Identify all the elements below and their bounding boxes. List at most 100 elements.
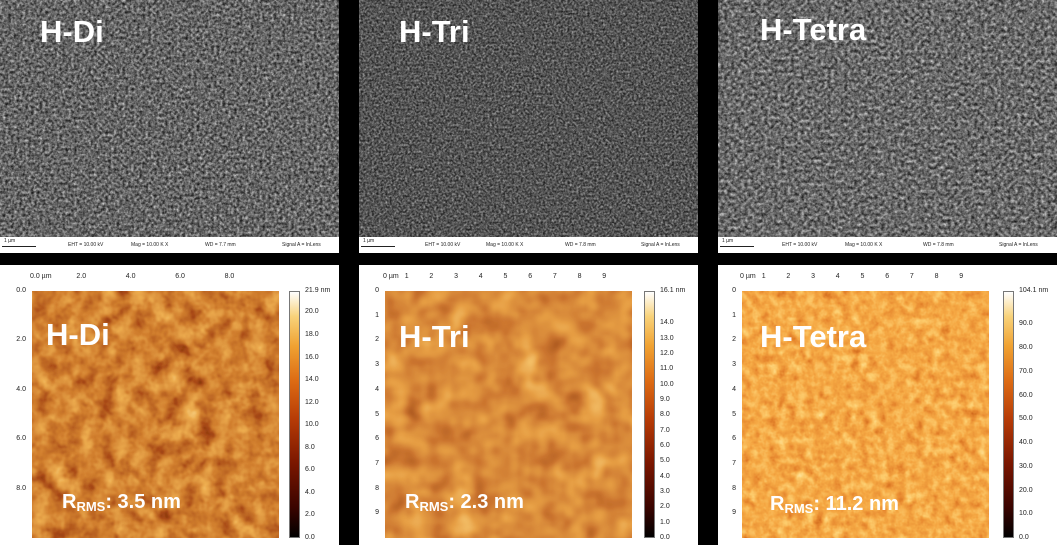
rms-prefix: R (770, 493, 785, 515)
colorbar-tick-label: 8.0 (305, 443, 315, 451)
colorbar-tick-label: 50.0 (1019, 415, 1033, 423)
afm-map-tetra (742, 291, 989, 538)
x-tick-label: 9 (959, 273, 964, 280)
mag-label: Mag = 10.00 K X (845, 242, 883, 248)
x-tick-label: 6 (528, 273, 533, 280)
x-tick-label: 0.0 µm (30, 273, 52, 280)
x-tick-label: 7 (909, 273, 914, 280)
x-tick-label: 0 µm (383, 273, 399, 280)
y-tick-label: 2 (732, 336, 736, 344)
colorbar-tick-label: 12.0 (660, 349, 674, 357)
y-tick-label: 8.0 (16, 484, 26, 492)
x-tick-label: 0 µm (740, 273, 756, 280)
sem-info-bar-di: 1 µm EHT = 10.00 kV Mag = 10.00 K X WD =… (0, 237, 339, 253)
x-tick-label: 1 (404, 273, 409, 280)
colorbar-tick-label: 0.0 (660, 534, 670, 541)
x-tick-label: 6.0 (175, 273, 185, 280)
colorbar-tick-label: 8.0 (660, 411, 670, 419)
x-tick-label: 5 (860, 273, 865, 280)
sem-texture-di (0, 0, 339, 237)
afm-panel-tri: 0 µm 1 2 3 4 5 6 7 8 9 0 1 2 3 4 5 6 7 8 9 16.1 nm 14.0 13.0… (359, 265, 698, 545)
colorbar-tick-label: 16.1 nm (660, 287, 686, 294)
colorbar-tick-label: 14.0 (660, 319, 674, 327)
rms-label-tri: RRMS: 2.3 nm (405, 491, 524, 514)
colorbar-di (289, 291, 300, 538)
x-tick-label: 8.0 (224, 273, 235, 280)
sem-image-tetra: H-Tetra 1 µm EHT = 10.00 kV Mag = 10.00 … (718, 0, 1057, 253)
eht-label: EHT = 10.00 kV (782, 242, 818, 248)
colorbar-tick-label: 16.0 (305, 353, 319, 361)
y-tick-label: 8 (375, 484, 379, 492)
y-tick-label: 4 (375, 385, 379, 393)
colorbar-tick-label: 3.0 (660, 487, 670, 495)
colorbar-tick-label: 80.0 (1019, 344, 1033, 352)
sem-title-di: H-Di (40, 14, 104, 49)
sem-image-tri: H-Tri 1 µm EHT = 10.00 kV Mag = 10.00 K … (359, 0, 698, 253)
x-tick-label: 2 (786, 273, 791, 280)
colorbar-tick-label: 4.0 (305, 488, 315, 496)
y-tick-label: 9 (732, 509, 736, 517)
mag-label: Mag = 10.00 K X (486, 242, 524, 248)
x-tick-label: 2 (429, 273, 434, 280)
colorbar-tick-label: 9.0 (660, 395, 670, 403)
scale-bar (2, 246, 36, 247)
scale-label: 1 µm (363, 238, 375, 244)
afm-title-di: H-Di (46, 317, 110, 352)
y-tick-label: 3 (375, 361, 379, 369)
colorbar-tick-label: 14.0 (305, 376, 319, 384)
colorbar-tick-label: 2.0 (305, 511, 315, 519)
colorbar-tick-label: 13.0 (660, 334, 674, 342)
signal-label: Signal A = InLens (282, 242, 321, 248)
y-tick-label: 3 (732, 361, 736, 369)
x-tick-label: 6 (885, 273, 890, 280)
scale-bar (720, 246, 754, 247)
y-tick-label: 5 (732, 410, 736, 418)
y-tick-label: 2 (375, 336, 379, 344)
afm-title-tri: H-Tri (399, 319, 470, 354)
sem-title-tetra: H-Tetra (760, 12, 867, 47)
wd-label: WD = 7.8 mm (565, 242, 596, 248)
sem-info-bar-tri: 1 µm EHT = 10.00 kV Mag = 10.00 K X WD =… (359, 237, 698, 253)
colorbar-tick-label: 1.0 (660, 518, 670, 526)
colorbar-tetra (1003, 291, 1014, 538)
rms-value: : 2.3 nm (448, 491, 524, 513)
x-tick-label: 9 (602, 273, 607, 280)
x-tick-label: 8 (934, 273, 939, 280)
eht-label: EHT = 10.00 kV (425, 242, 461, 248)
y-tick-label: 9 (375, 509, 379, 517)
x-tick-label: 1 (761, 273, 766, 280)
x-tick-label: 5 (503, 273, 508, 280)
colorbar-tick-label: 0.0 (305, 534, 315, 541)
colorbar-tick-label: 2.0 (660, 503, 670, 511)
colorbar-tick-label: 6.0 (305, 466, 315, 474)
colorbar-tick-label: 20.0 (305, 308, 319, 316)
rms-label-di: RRMS: 3.5 nm (62, 491, 181, 514)
colorbar-tick-label: 10.0 (660, 380, 674, 388)
afm-panel-di: 0.0 µm 2.0 4.0 6.0 8.0 0.0 2.0 4.0 6.0 8.0 21.9 … (0, 265, 339, 545)
colorbar-tick-label: 70.0 (1019, 367, 1033, 375)
mag-label: Mag = 10.00 K X (131, 242, 169, 248)
y-tick-label: 0.0 (16, 287, 26, 294)
colorbar-tick-label: 10.0 (305, 421, 319, 429)
y-tick-label: 8 (732, 484, 736, 492)
signal-label: Signal A = InLens (999, 242, 1038, 248)
colorbar-tick-label: 90.0 (1019, 320, 1033, 328)
x-tick-label: 4.0 (125, 273, 136, 280)
colorbar-tick-label: 18.0 (305, 330, 319, 338)
rms-label-tetra: RRMS: 11.2 nm (770, 493, 899, 516)
y-tick-label: 6 (732, 435, 736, 443)
y-tick-label: 6 (375, 435, 379, 443)
y-tick-label: 2.0 (16, 336, 26, 344)
y-tick-label: 5 (375, 410, 379, 418)
y-tick-label: 4.0 (16, 385, 26, 393)
colorbar-tick-label: 10.0 (1019, 510, 1033, 518)
signal-label: Signal A = InLens (641, 242, 680, 248)
colorbar-tick-label: 4.0 (660, 472, 670, 480)
x-tick-label: 4 (835, 273, 840, 280)
y-tick-label: 4 (732, 385, 736, 393)
colorbar-tick-label: 12.0 (305, 398, 319, 406)
scale-label: 1 µm (722, 238, 734, 244)
colorbar-tick-label: 21.9 nm (305, 287, 331, 294)
y-tick-label: 1 (375, 311, 379, 319)
wd-label: WD = 7.8 mm (923, 242, 954, 248)
